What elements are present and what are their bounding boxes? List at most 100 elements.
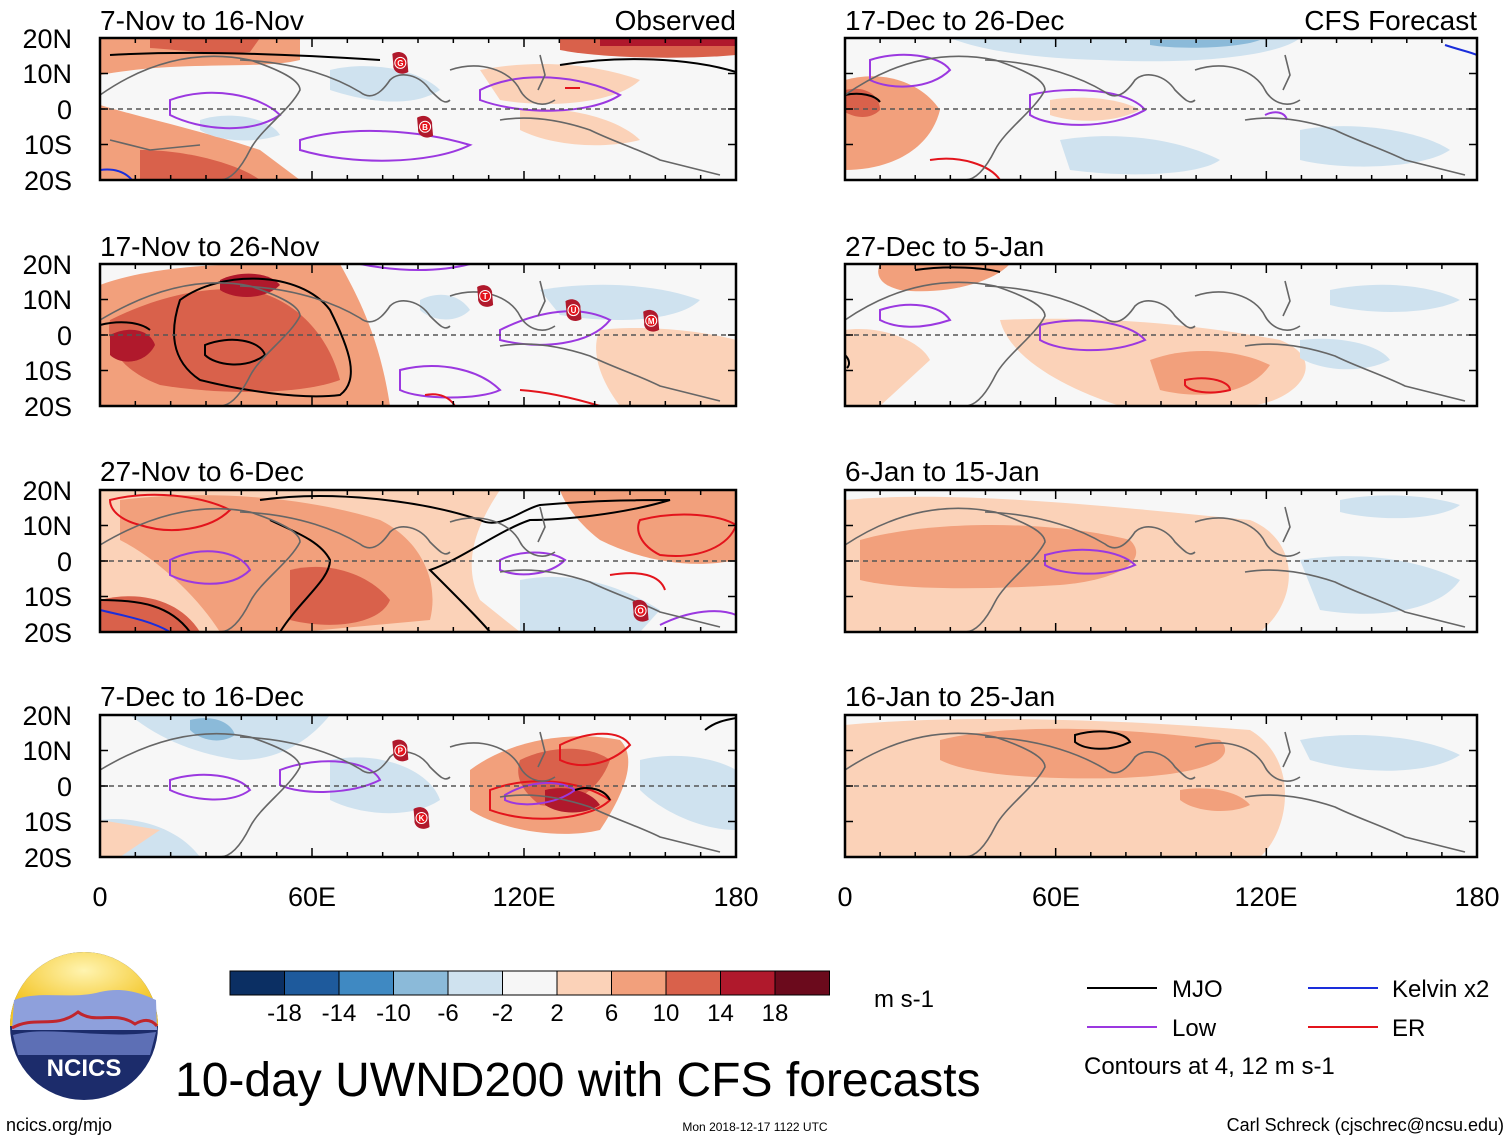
colorbar-swatch <box>393 970 449 996</box>
wind-fill-strong <box>290 566 390 625</box>
kelvin-contour <box>99 168 133 181</box>
panel-label-observed-4: 7-Dec to 16-Dec <box>100 681 304 712</box>
footer-url[interactable]: ncics.org/mjo <box>6 1115 112 1135</box>
wind-fill-negative <box>1300 556 1460 614</box>
panel-observed-1 <box>99 38 737 181</box>
lon-labels: 0 60E 120E 180 0 60E 120E 180 <box>92 882 1499 912</box>
low-contour <box>869 53 952 88</box>
low-contour <box>1039 319 1147 352</box>
wind-fill-strong <box>100 596 200 632</box>
wind-fill-negative <box>1060 136 1220 175</box>
low-contour <box>169 773 252 801</box>
er-contour <box>609 572 666 591</box>
colorbar-swatch <box>611 970 667 996</box>
storm-marker: T <box>477 285 494 307</box>
coastlines <box>844 506 1466 633</box>
wind-fill-strong <box>150 38 260 53</box>
er-contour <box>108 493 232 531</box>
wind-fill-positive <box>560 490 736 564</box>
colorbar-swatch <box>229 970 285 996</box>
lat-label: 10N <box>22 285 72 315</box>
storm-marker: U <box>565 299 582 322</box>
storm-marker: K <box>413 807 430 829</box>
wind-fill-negative <box>1300 735 1460 771</box>
legend-label-kelvin: Kelvin x2 <box>1392 976 1489 1003</box>
wind-fill-positive <box>596 328 736 406</box>
low-contour <box>359 263 471 271</box>
colorbar-label: -18 <box>267 1000 302 1027</box>
footer-credit: Carl Schreck (cjschrec@ncsu.edu) <box>1227 1115 1504 1135</box>
colorbar-swatch <box>338 970 394 996</box>
lat-labels: 20N 10N 0 10S 20S 20N 10N 0 10S 20S 20N … <box>22 24 72 873</box>
storm-marker-dot <box>394 56 407 69</box>
low-contour <box>879 303 952 328</box>
storm-marker: P <box>392 739 409 762</box>
kelvin-contour <box>1444 44 1478 56</box>
coastlines <box>99 280 721 407</box>
storm-marker-dot <box>415 811 428 824</box>
panel-label-forecast-2: 27-Dec to 5-Jan <box>845 231 1044 262</box>
mjo-contour <box>704 717 737 731</box>
lon-label: 60E <box>288 882 336 912</box>
wind-fill-negative <box>420 294 470 320</box>
lat-label: 10S <box>24 130 72 160</box>
colorbar-label: -2 <box>492 1000 513 1027</box>
storm-marker-letter: M <box>648 317 655 326</box>
storm-marker-letter: O <box>637 607 643 616</box>
panel-frames <box>98 36 1479 859</box>
mjo-contour <box>844 92 881 103</box>
low-contour <box>279 760 382 793</box>
lat-label: 10S <box>24 356 72 386</box>
lat-label: 10S <box>24 807 72 837</box>
panel-label-forecast-1: 17-Dec to 26-Dec <box>845 5 1064 36</box>
coastlines <box>99 54 721 181</box>
low-contour <box>299 129 473 162</box>
wind-fill-positive <box>1150 350 1270 395</box>
storm-marker-dot <box>645 314 658 327</box>
lat-label: 20S <box>24 166 72 196</box>
lat-label: 0 <box>57 772 72 802</box>
storm-marker: G <box>392 51 409 74</box>
wind-fill-negative <box>330 66 440 102</box>
colorbar-swatch <box>556 970 612 996</box>
er-contour <box>519 389 601 407</box>
er-contour <box>559 732 632 766</box>
legend: MJO Kelvin x2 Low ER Contours at 4, 12 m… <box>1084 976 1489 1080</box>
wind-fill-positive <box>878 264 1010 292</box>
er-contour <box>637 513 738 557</box>
wind-fill-positive <box>860 525 1137 589</box>
low-contour <box>499 551 567 576</box>
kelvin-contour <box>99 609 171 633</box>
column-label-forecast: CFS Forecast <box>1304 5 1477 36</box>
legend-label-er: ER <box>1392 1015 1425 1042</box>
storm-marker-letter: G <box>397 59 403 68</box>
storm-marker-dot <box>567 304 580 317</box>
lat-label: 20S <box>24 618 72 648</box>
lat-label: 0 <box>57 547 72 577</box>
mjo-contour <box>173 277 352 398</box>
wind-fill-strong <box>600 38 736 46</box>
low-contour <box>479 76 622 112</box>
legend-label-low: Low <box>1172 1015 1217 1042</box>
low-contour <box>1264 111 1288 121</box>
storm-marker-dot <box>394 744 407 757</box>
lat-label: 20N <box>22 701 72 731</box>
contours-note: Contours at 4, 12 m s-1 <box>1084 1053 1335 1080</box>
logo-text: NCICS <box>47 1055 122 1082</box>
panel-label-observed-1: 7-Nov to 16-Nov <box>100 5 304 36</box>
storm-marker-letter: B <box>422 123 428 132</box>
storm-marker-dot <box>419 120 432 133</box>
lat-label: 10S <box>24 582 72 612</box>
mjo-contour <box>1074 730 1132 750</box>
colorbar-swatch <box>502 970 558 996</box>
lon-label: 180 <box>1454 882 1499 912</box>
mjo-contour <box>914 266 1001 273</box>
mjo-contour <box>99 599 191 633</box>
colorbar-swatch <box>284 970 340 996</box>
colorbar-label: -10 <box>376 1000 411 1027</box>
storm-markers: G B T U M O P K <box>392 51 660 829</box>
mjo-contour <box>559 58 737 73</box>
lon-label: 0 <box>92 882 107 912</box>
panel-label-observed-3: 27-Nov to 6-Dec <box>100 456 304 487</box>
lon-label: 120E <box>492 882 555 912</box>
